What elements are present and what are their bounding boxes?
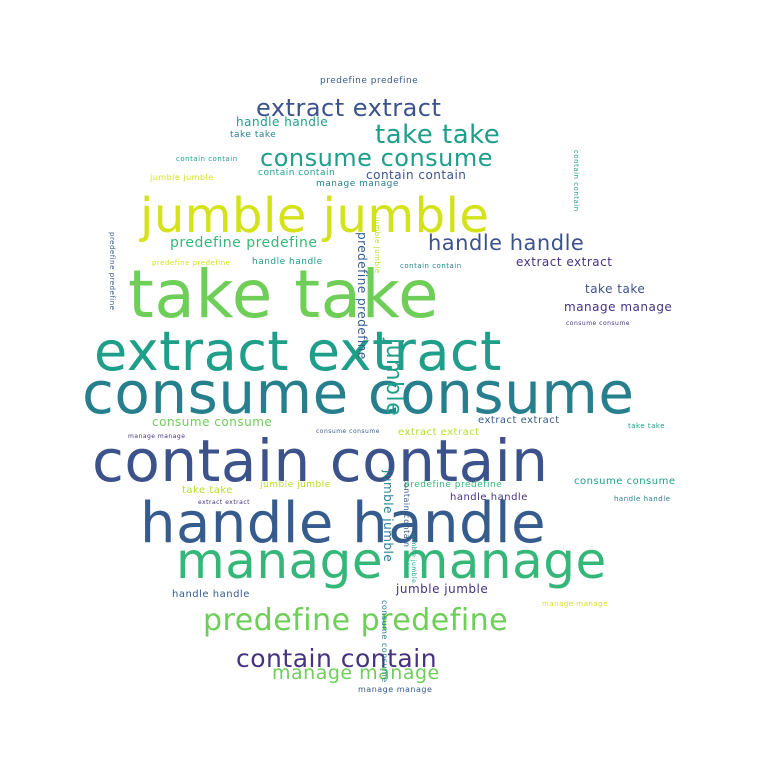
cloud-word: contain contain bbox=[236, 644, 438, 673]
cloud-word: handle handle bbox=[236, 115, 329, 129]
cloud-word: predefine predefine bbox=[355, 232, 369, 360]
cloud-word: consume consume bbox=[566, 320, 630, 327]
cloud-word: extract extract bbox=[516, 255, 613, 269]
cloud-word: contain contain bbox=[572, 150, 580, 212]
cloud-word: take take bbox=[375, 120, 501, 150]
cloud-word: manage manage bbox=[272, 662, 440, 684]
cloud-word: manage manage bbox=[176, 532, 607, 590]
cloud-word: jumble jumble bbox=[373, 217, 381, 274]
cloud-word: consume consume bbox=[152, 415, 273, 429]
cloud-word: predefine predefine bbox=[170, 235, 318, 251]
cloud-word: extract extract bbox=[256, 94, 442, 122]
cloud-word: handle handle bbox=[172, 589, 250, 600]
cloud-word: manage manage bbox=[564, 300, 673, 314]
cloud-word: take take bbox=[182, 485, 233, 496]
cloud-word: predefine predefine bbox=[152, 259, 231, 267]
cloud-word: contain contain bbox=[366, 168, 467, 182]
cloud-word: jumble jumble bbox=[396, 582, 489, 596]
cloud-word: jumble bbox=[381, 338, 406, 417]
cloud-word: predefine predefine bbox=[320, 76, 419, 86]
cloud-word: handle handle bbox=[450, 492, 528, 503]
cloud-word: handle handle bbox=[252, 257, 323, 267]
cloud-word: take take bbox=[628, 422, 666, 430]
cloud-word: handle handle bbox=[140, 491, 547, 556]
cloud-word: consume consume bbox=[82, 359, 635, 427]
cloud-word: extract extract bbox=[94, 320, 502, 383]
cloud-word: handle handle bbox=[614, 495, 671, 503]
cloud-word: manage manage bbox=[542, 600, 608, 608]
cloud-word: contain contain bbox=[400, 262, 462, 270]
cloud-word: contain contain bbox=[176, 155, 238, 163]
cloud-word: predefine predefine bbox=[108, 232, 116, 311]
cloud-word: handle handle bbox=[428, 231, 585, 255]
cloud-word: manage manage bbox=[128, 433, 186, 440]
cloud-word: extract extract bbox=[398, 427, 480, 438]
cloud-word: consume consume bbox=[380, 600, 389, 683]
cloud-word: predefine predefine bbox=[203, 603, 509, 638]
cloud-word: extract extract bbox=[478, 415, 560, 426]
cloud-word: consume consume bbox=[260, 144, 494, 172]
cloud-word: predefine predefine bbox=[404, 480, 503, 490]
cloud-word: manage manage bbox=[316, 179, 399, 189]
cloud-word: extract extract bbox=[198, 499, 250, 506]
cloud-word: jumble jumble bbox=[410, 534, 417, 584]
cloud-word: jumble jumble bbox=[381, 470, 395, 563]
cloud-word: consume consume bbox=[316, 428, 380, 435]
cloud-word: jumble jumble bbox=[150, 173, 214, 182]
cloud-word: take take bbox=[585, 282, 646, 296]
cloud-word: manage manage bbox=[358, 685, 433, 694]
cloud-word: contain contain bbox=[258, 168, 336, 178]
cloud-word: jumble jumble bbox=[260, 480, 331, 490]
cloud-word: take take bbox=[128, 256, 440, 333]
cloud-word: jumble jumble bbox=[140, 188, 490, 244]
cloud-word: take take bbox=[230, 130, 277, 140]
cloud-word: contain contain bbox=[402, 478, 411, 548]
cloud-word: contain contain bbox=[92, 427, 549, 495]
cloud-word: consume consume bbox=[574, 476, 676, 487]
